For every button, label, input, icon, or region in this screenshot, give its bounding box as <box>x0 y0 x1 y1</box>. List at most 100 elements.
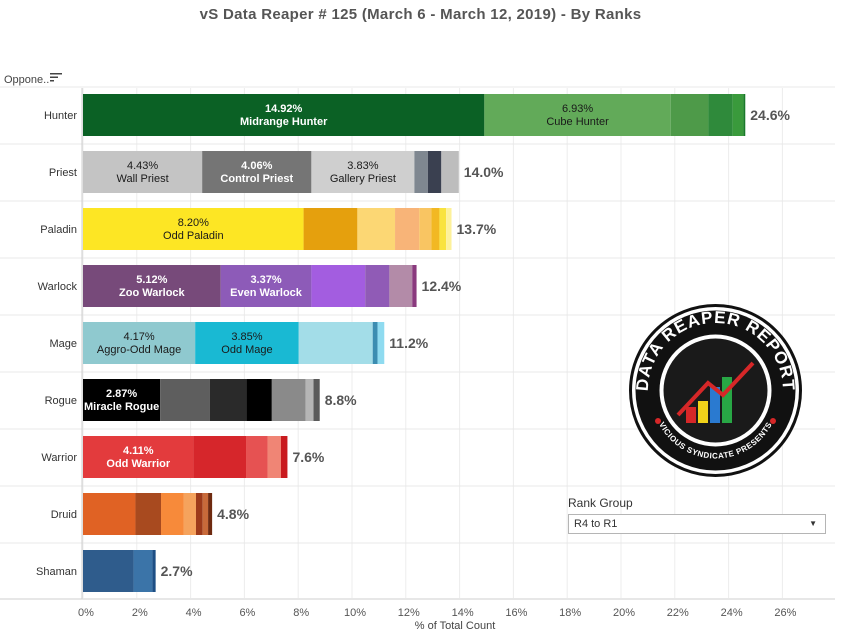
opponent-column-header[interactable]: Oppone.. <box>4 74 50 86</box>
segment-archetype-label: Odd Paladin <box>163 230 224 242</box>
chart-title: vS Data Reaper # 125 (March 6 - March 12… <box>199 6 642 23</box>
segment-archetype-label: Control Priest <box>220 173 293 185</box>
bar-segment <box>83 379 161 421</box>
bar-segment <box>389 265 413 307</box>
segment-archetype-label: Aggro-Odd Mage <box>97 344 181 356</box>
segment-archetype-label: Wall Priest <box>117 173 169 185</box>
bar-segment <box>303 208 358 250</box>
x-tick-label: 14% <box>452 607 474 619</box>
bar-segment <box>195 493 203 535</box>
bar-segment <box>83 436 194 478</box>
rank-group-label: Rank Group <box>568 496 633 510</box>
segment-value-label: 3.83% <box>347 160 378 172</box>
bar-segment <box>357 208 396 250</box>
bar-segment <box>271 379 306 421</box>
x-axis-title: % of Total Count <box>414 620 496 632</box>
category-label: Rogue <box>45 395 77 407</box>
bar-segment <box>246 436 268 478</box>
category-label: Mage <box>49 338 77 350</box>
segment-archetype-label: Odd Mage <box>221 344 272 356</box>
category-label: Priest <box>49 167 77 179</box>
bar-segment <box>135 493 162 535</box>
bar-segment <box>743 94 746 136</box>
x-tick-label: 10% <box>344 607 366 619</box>
segment-value-label: 8.20% <box>178 217 209 229</box>
x-tick-label: 8% <box>293 607 309 619</box>
bar-segment <box>484 94 671 136</box>
bar-segment <box>152 550 156 592</box>
x-tick-label: 20% <box>613 607 635 619</box>
total-value-label: 4.8% <box>217 506 249 522</box>
bar-segment <box>412 265 417 307</box>
x-tick-label: 24% <box>721 607 743 619</box>
bar-segment <box>365 265 390 307</box>
sort-icon[interactable] <box>50 71 62 83</box>
total-value-label: 7.6% <box>292 449 324 465</box>
bar-segment <box>267 436 281 478</box>
category-label: Paladin <box>40 224 77 236</box>
bar-segment <box>83 265 221 307</box>
dropdown-arrow-icon[interactable]: ▼ <box>809 519 817 528</box>
segment-value-label: 14.92% <box>265 103 303 115</box>
x-tick-label: 4% <box>186 607 202 619</box>
bar-segment <box>220 265 312 307</box>
bar-segment <box>208 493 213 535</box>
category-label: Warlock <box>38 281 78 293</box>
bar-segment <box>83 322 196 364</box>
bar-segment <box>83 94 485 136</box>
segment-archetype-label: Midrange Hunter <box>240 116 328 128</box>
bar-segment <box>441 151 459 193</box>
bar-segment <box>419 208 432 250</box>
bar-segment <box>311 265 366 307</box>
bar-segment <box>305 379 314 421</box>
category-label: Hunter <box>44 110 77 122</box>
bar-segment <box>311 151 415 193</box>
segment-value-label: 3.85% <box>231 331 262 343</box>
category-label: Druid <box>51 509 77 521</box>
x-tick-label: 22% <box>667 607 689 619</box>
bar-segment <box>427 151 442 193</box>
segment-value-label: 4.11% <box>123 445 154 457</box>
bar-segment <box>209 379 247 421</box>
bar-segment <box>313 379 320 421</box>
segment-value-label: 2.87% <box>106 388 137 400</box>
x-tick-label: 0% <box>78 607 94 619</box>
x-tick-label: 12% <box>398 607 420 619</box>
bar-segment <box>280 436 288 478</box>
category-label: Warrior <box>41 452 77 464</box>
segment-value-label: 4.06% <box>241 160 272 172</box>
segment-archetype-label: Gallery Priest <box>330 173 396 185</box>
segment-value-label: 4.17% <box>123 331 154 343</box>
bar-segment <box>133 550 153 592</box>
bar-segment <box>377 322 385 364</box>
segment-value-label: 5.12% <box>136 274 167 286</box>
total-value-label: 2.7% <box>161 563 193 579</box>
segment-archetype-label: Odd Warrior <box>106 458 170 470</box>
rank-group-selected: R4 to R1 <box>574 518 618 530</box>
bar-segment <box>160 379 210 421</box>
segment-value-label: 3.37% <box>250 274 281 286</box>
segment-archetype-label: Zoo Warlock <box>119 287 185 299</box>
bar-segment <box>446 208 452 250</box>
bar-segment <box>298 322 373 364</box>
bar-segment <box>202 493 209 535</box>
x-tick-label: 6% <box>239 607 255 619</box>
segment-archetype-label: Miracle Rogue <box>84 401 159 413</box>
x-tick-label: 16% <box>505 607 527 619</box>
rank-group-filter: Rank Group R4 to R1 ▼ <box>568 496 826 534</box>
bar-segment <box>83 493 136 535</box>
bar-segment <box>395 208 420 250</box>
data-reaper-logo: DATA REAPER REPORT VICIOUS SYNDICATE PRE… <box>629 304 802 477</box>
segment-value-label: 6.93% <box>562 103 593 115</box>
bar-segment <box>246 379 272 421</box>
bar-segment <box>183 493 196 535</box>
bar-segment <box>193 436 247 478</box>
bar-segment <box>83 550 134 592</box>
bar-segment <box>372 322 378 364</box>
bar-segment <box>708 94 733 136</box>
category-label: Shaman <box>36 566 77 578</box>
bar-segment <box>670 94 709 136</box>
bar-segment <box>161 493 184 535</box>
rank-group-dropdown[interactable]: R4 to R1 ▼ <box>568 514 826 534</box>
